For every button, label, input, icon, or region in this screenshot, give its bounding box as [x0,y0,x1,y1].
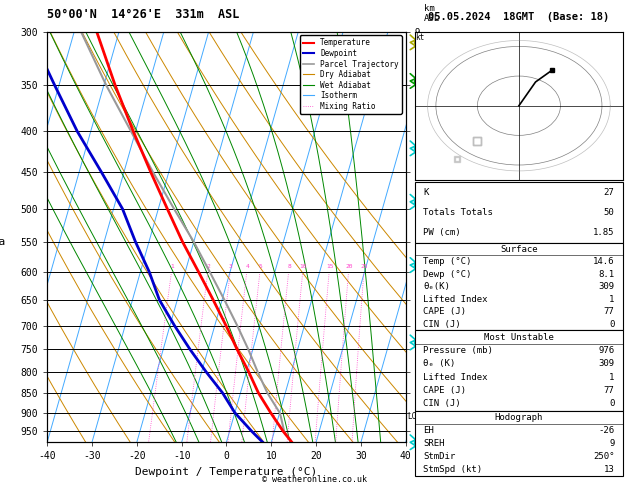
Text: Mixing Ratio (g/kg): Mixing Ratio (g/kg) [424,193,433,281]
Text: Pressure (mb): Pressure (mb) [423,346,493,355]
Text: PW (cm): PW (cm) [423,228,461,237]
Text: LCL: LCL [407,412,421,421]
Text: 309: 309 [598,282,615,291]
Text: 8.1: 8.1 [598,270,615,279]
Text: Dewp (°C): Dewp (°C) [423,270,472,279]
Text: -26: -26 [598,426,615,435]
Text: Totals Totals: Totals Totals [423,208,493,217]
Text: 9: 9 [609,439,615,448]
Text: 13: 13 [604,465,615,474]
Text: StmDir: StmDir [423,452,455,461]
Text: 1: 1 [609,295,615,304]
Text: 1.85: 1.85 [593,228,615,237]
Text: Hodograph: Hodograph [495,413,543,422]
Text: K: K [423,188,429,197]
Text: 1: 1 [609,373,615,382]
Text: 3: 3 [229,264,233,269]
Text: 50: 50 [604,208,615,217]
Text: CAPE (J): CAPE (J) [423,307,467,316]
Y-axis label: hPa: hPa [0,237,6,247]
Legend: Temperature, Dewpoint, Parcel Trajectory, Dry Adiabat, Wet Adiabat, Isotherm, Mi: Temperature, Dewpoint, Parcel Trajectory… [299,35,402,114]
Text: SREH: SREH [423,439,445,448]
Text: 10: 10 [299,264,307,269]
Text: 976: 976 [598,346,615,355]
Text: 27: 27 [604,188,615,197]
Text: 0: 0 [609,399,615,409]
Text: © weatheronline.co.uk: © weatheronline.co.uk [262,474,367,484]
Text: 250°: 250° [593,452,615,461]
Text: 2: 2 [207,264,211,269]
Text: Surface: Surface [500,245,538,254]
Text: 20: 20 [345,264,353,269]
Text: θₑ (K): θₑ (K) [423,359,455,368]
Text: 5: 5 [259,264,262,269]
Text: 309: 309 [598,359,615,368]
Text: CIN (J): CIN (J) [423,399,461,409]
Text: Lifted Index: Lifted Index [423,373,488,382]
Text: kt: kt [415,34,425,42]
Text: 14.6: 14.6 [593,257,615,266]
Text: 50°00'N  14°26'E  331m  ASL: 50°00'N 14°26'E 331m ASL [47,8,240,21]
Text: CIN (J): CIN (J) [423,320,461,329]
Text: 1: 1 [170,264,174,269]
Text: θₑ(K): θₑ(K) [423,282,450,291]
Text: CAPE (J): CAPE (J) [423,386,467,395]
Text: EH: EH [423,426,434,435]
Text: 77: 77 [604,386,615,395]
Text: 25: 25 [360,264,368,269]
Text: 4: 4 [245,264,249,269]
Text: 05.05.2024  18GMT  (Base: 18): 05.05.2024 18GMT (Base: 18) [428,12,610,22]
Text: 0: 0 [609,320,615,329]
X-axis label: Dewpoint / Temperature (°C): Dewpoint / Temperature (°C) [135,467,318,477]
Text: StmSpd (kt): StmSpd (kt) [423,465,482,474]
Text: km
ASL: km ASL [424,4,440,23]
Text: 77: 77 [604,307,615,316]
Text: 8: 8 [287,264,291,269]
Text: Lifted Index: Lifted Index [423,295,488,304]
Text: 15: 15 [326,264,333,269]
Text: Most Unstable: Most Unstable [484,332,554,342]
Text: Temp (°C): Temp (°C) [423,257,472,266]
